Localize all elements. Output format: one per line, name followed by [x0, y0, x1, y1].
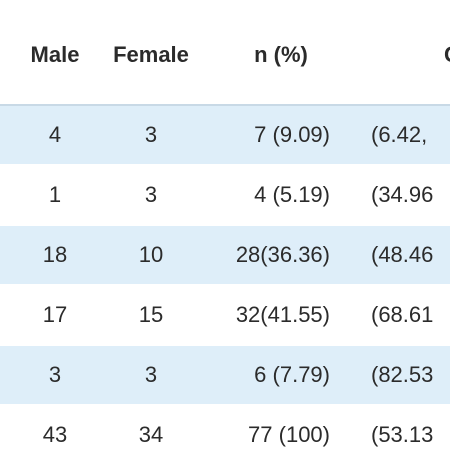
table-cell: 34	[138, 422, 164, 447]
table-cell: 32(41.55)	[235, 302, 330, 327]
table-cell: 3	[144, 122, 158, 147]
header-cell: Male	[30, 42, 80, 67]
table-cell: (68.61	[371, 302, 434, 327]
table-cell: 43	[42, 422, 68, 447]
table-cell: 3	[144, 182, 158, 207]
header-cell: Female	[113, 42, 189, 67]
header-row: Male Female n (%) C	[0, 40, 450, 70]
table-cell: 6 (7.79)	[254, 362, 330, 387]
table-cell: (48.46	[371, 242, 434, 267]
table-cell: 3	[144, 362, 158, 387]
table-cell: (82.53	[371, 362, 434, 387]
table-cell: (53.13	[371, 422, 434, 447]
table-cell: 77 (100)	[248, 422, 330, 447]
table-row: 18 10 28(36.36) (48.46	[0, 226, 450, 284]
table-row: 43 34 77 (100) (53.13	[0, 406, 450, 450]
table-cell: 4 (5.19)	[254, 182, 330, 207]
table-cell: 10	[138, 242, 164, 267]
table-cell: 7 (9.09)	[254, 122, 330, 147]
table-row: 1 3 4 (5.19) (34.96	[0, 166, 450, 224]
table-cell: 18	[42, 242, 68, 267]
table-cell: (6.42,	[371, 122, 428, 147]
header-cell: C	[444, 40, 450, 70]
table-cell: 28(36.36)	[235, 242, 330, 267]
table-row: 4 3 7 (9.09) (6.42,	[0, 106, 450, 164]
table-cell: 1	[48, 182, 62, 207]
table-cell: 17	[42, 302, 68, 327]
table-cell: 15	[138, 302, 164, 327]
table-cell: (34.96	[371, 182, 434, 207]
header-cell: n (%)	[254, 42, 308, 67]
header-rule	[0, 104, 450, 106]
table-row: 17 15 32(41.55) (68.61	[0, 286, 450, 344]
table-row: 3 3 6 (7.79) (82.53	[0, 346, 450, 404]
table-cell: 3	[48, 362, 62, 387]
table-cell: 4	[48, 122, 62, 147]
